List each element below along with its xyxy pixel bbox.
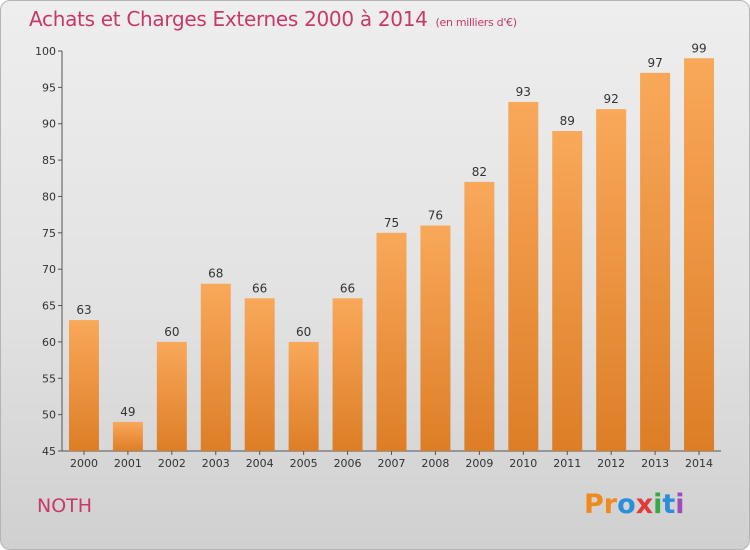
bar-value-label: 75 bbox=[384, 216, 399, 230]
x-tick-label: 2003 bbox=[202, 457, 230, 470]
bar-value-label: 63 bbox=[76, 303, 91, 317]
logo-letter: r bbox=[603, 489, 618, 520]
chart-title-text: Achats et Charges Externes 2000 à 2014 bbox=[29, 7, 428, 31]
chart-title: Achats et Charges Externes 2000 à 2014 (e… bbox=[29, 7, 517, 31]
bar-value-label: 99 bbox=[691, 41, 706, 55]
bar bbox=[508, 101, 539, 451]
bar bbox=[156, 341, 187, 451]
bar-value-label: 60 bbox=[164, 325, 179, 339]
bar bbox=[332, 298, 363, 451]
y-tick-label: 50 bbox=[42, 409, 56, 422]
x-tick-label: 2000 bbox=[70, 457, 98, 470]
bar bbox=[288, 341, 319, 451]
bar-value-label: 92 bbox=[604, 92, 619, 106]
bar bbox=[640, 72, 671, 452]
x-tick-label: 2005 bbox=[290, 457, 318, 470]
bar bbox=[464, 181, 495, 451]
bar bbox=[200, 283, 231, 451]
x-tick-label: 2012 bbox=[597, 457, 625, 470]
bar bbox=[68, 320, 99, 451]
bar bbox=[596, 109, 627, 451]
y-tick-label: 85 bbox=[42, 154, 56, 167]
y-tick-label: 70 bbox=[42, 263, 56, 276]
proxiti-logo[interactable]: Proxiti bbox=[584, 489, 685, 520]
bar-value-label: 66 bbox=[252, 281, 267, 295]
bar-value-label: 68 bbox=[208, 267, 223, 281]
logo-letter: x bbox=[635, 489, 654, 520]
y-tick-label: 45 bbox=[42, 445, 56, 458]
logo-letter: i bbox=[653, 489, 663, 520]
bar-value-label: 93 bbox=[516, 85, 531, 99]
y-tick-label: 55 bbox=[42, 372, 56, 385]
x-tick-label: 2007 bbox=[378, 457, 406, 470]
x-tick-label: 2014 bbox=[685, 457, 713, 470]
logo-letter: t bbox=[662, 489, 676, 520]
bar-value-label: 66 bbox=[340, 281, 355, 295]
x-tick-label: 2010 bbox=[509, 457, 537, 470]
x-tick-label: 2013 bbox=[641, 457, 669, 470]
bar bbox=[684, 58, 715, 451]
bar bbox=[552, 131, 583, 451]
bar bbox=[420, 225, 451, 451]
y-tick-label: 75 bbox=[42, 227, 56, 240]
logo-letter: P bbox=[584, 489, 604, 520]
bar bbox=[376, 232, 407, 451]
bar-value-label: 89 bbox=[560, 114, 575, 128]
y-tick-label: 90 bbox=[42, 118, 56, 131]
bar-value-label: 82 bbox=[472, 165, 487, 179]
x-tick-label: 2002 bbox=[158, 457, 186, 470]
y-tick-label: 65 bbox=[42, 300, 56, 313]
x-tick-label: 2001 bbox=[114, 457, 142, 470]
y-tick-label: 95 bbox=[42, 81, 56, 94]
bar-value-label: 76 bbox=[428, 209, 443, 223]
x-tick-label: 2006 bbox=[334, 457, 362, 470]
bar-value-label: 97 bbox=[647, 56, 662, 70]
y-tick-label: 80 bbox=[42, 190, 56, 203]
logo-letter: o bbox=[617, 489, 636, 520]
x-tick-label: 2009 bbox=[465, 457, 493, 470]
x-tick-label: 2004 bbox=[246, 457, 274, 470]
bar-value-label: 49 bbox=[120, 405, 135, 419]
bar bbox=[112, 421, 143, 451]
commune-name: NOTH bbox=[37, 495, 93, 517]
x-tick-label: 2008 bbox=[421, 457, 449, 470]
bar-value-label: 60 bbox=[296, 325, 311, 339]
y-tick-label: 60 bbox=[42, 336, 56, 349]
bar bbox=[244, 298, 275, 451]
x-tick-label: 2011 bbox=[553, 457, 581, 470]
y-tick-label: 100 bbox=[35, 45, 56, 58]
chart-subtitle: (en milliers d'€) bbox=[435, 16, 517, 29]
logo-letter: i bbox=[675, 489, 685, 520]
